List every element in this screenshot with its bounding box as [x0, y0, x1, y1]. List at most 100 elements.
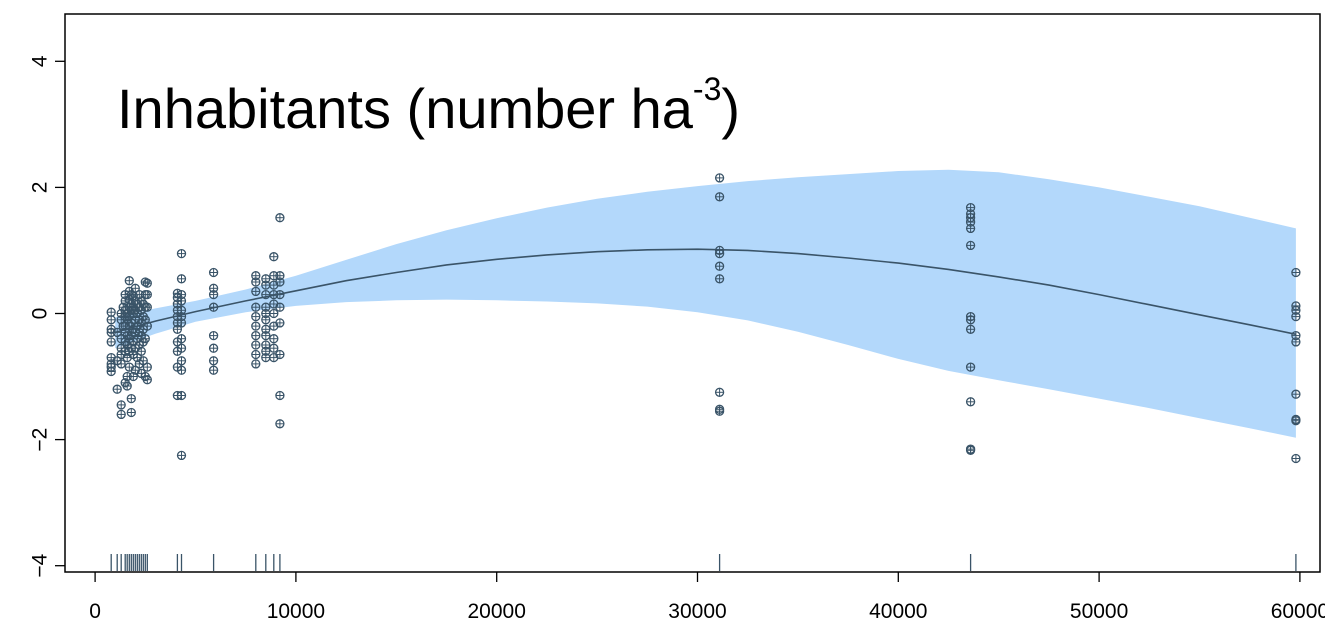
plot-frame: [64, 13, 1321, 573]
data-point: [965, 223, 976, 234]
data-point: [275, 213, 285, 223]
data-point: [261, 330, 271, 341]
data-point: [208, 356, 219, 366]
data-point: [714, 192, 725, 202]
data-point: [142, 321, 152, 331]
data-point: [176, 296, 187, 306]
data-point: [142, 289, 152, 300]
panel-title-main: Inhabitants (number ha: [117, 77, 694, 140]
data-point: [142, 302, 152, 312]
x-tick-label: 50000: [1070, 600, 1128, 623]
data-point: [106, 337, 116, 347]
data-point: [251, 277, 261, 287]
data-point: [124, 276, 134, 286]
data-point: [261, 280, 271, 290]
data-point: [112, 384, 122, 394]
data-point: [116, 400, 126, 410]
confidence-band-layer: [115, 169, 1296, 438]
data-point: [965, 324, 976, 334]
data-point: [275, 289, 285, 300]
x-tick-label: 10000: [267, 600, 325, 623]
data-point: [714, 261, 725, 271]
y-tick-label: −2: [29, 428, 52, 452]
data-point: [251, 359, 261, 369]
data-point: [269, 334, 279, 344]
data-points-layer: [106, 173, 1301, 464]
data-point: [1291, 389, 1301, 399]
panel-title-suffix: ): [721, 77, 740, 140]
data-point: [208, 343, 219, 353]
data-point: [106, 366, 116, 377]
confidence-band: [115, 169, 1296, 438]
data-point: [275, 277, 285, 287]
data-point: [172, 324, 183, 334]
data-point: [126, 393, 136, 404]
data-point: [251, 330, 261, 341]
data-point: [714, 387, 725, 397]
fit-curve: [114, 248, 1297, 336]
data-point: [1291, 267, 1301, 278]
data-point: [140, 334, 150, 344]
data-point: [251, 321, 261, 331]
data-point: [269, 252, 279, 262]
data-point: [176, 274, 187, 284]
data-point: [142, 278, 152, 288]
data-point: [251, 311, 261, 322]
data-point: [1291, 453, 1301, 464]
data-point: [126, 407, 136, 418]
x-tick-label: 20000: [467, 600, 525, 623]
data-point: [275, 318, 285, 328]
data-point: [122, 381, 132, 391]
rug-layer: [110, 554, 1297, 571]
data-point: [176, 248, 187, 259]
fit-curve-layer: [114, 248, 1297, 336]
data-point: [176, 356, 187, 366]
data-point: [176, 390, 187, 401]
data-point: [965, 445, 976, 455]
data-point: [714, 274, 725, 284]
data-point: [251, 340, 261, 350]
data-point: [176, 365, 187, 375]
y-tick-label: 2: [29, 182, 52, 194]
x-tick-label: 0: [89, 600, 101, 623]
data-point: [269, 308, 279, 319]
data-point: [208, 289, 219, 300]
x-axis: 0 10000 20000 30000 40000 50000 60000: [89, 572, 1325, 623]
data-point: [714, 173, 725, 183]
data-point: [965, 240, 976, 251]
data-point: [176, 318, 187, 328]
data-point: [142, 362, 152, 372]
data-point: [116, 409, 126, 420]
data-point: [251, 349, 261, 360]
data-point: [275, 302, 285, 312]
data-point: [275, 390, 285, 401]
data-point: [714, 248, 725, 259]
data-point: [261, 315, 271, 325]
x-tick-label: 40000: [869, 600, 927, 623]
y-axis: −4 −2 0 2 4: [29, 55, 65, 578]
data-point: [1291, 311, 1301, 322]
data-point: [261, 289, 271, 300]
data-point: [208, 365, 219, 375]
data-point: [208, 330, 219, 341]
data-point: [1291, 337, 1301, 347]
data-point: [261, 352, 271, 363]
data-point: [136, 346, 146, 356]
panel-title-superscript: -3: [693, 71, 721, 107]
data-point: [965, 397, 976, 407]
data-point: [251, 286, 261, 297]
data-point: [251, 302, 261, 312]
x-tick-label: 30000: [668, 600, 726, 623]
data-point: [106, 315, 116, 325]
data-point: [965, 315, 976, 325]
x-tick-label: 60000: [1271, 600, 1325, 623]
data-point: [176, 450, 187, 461]
data-point: [116, 359, 126, 369]
data-point: [106, 307, 116, 317]
data-point: [965, 362, 976, 372]
data-point: [275, 419, 285, 429]
data-point: [176, 334, 187, 344]
panel-title: Inhabitants (number ha-3): [117, 71, 740, 140]
data-point: [1291, 416, 1301, 426]
